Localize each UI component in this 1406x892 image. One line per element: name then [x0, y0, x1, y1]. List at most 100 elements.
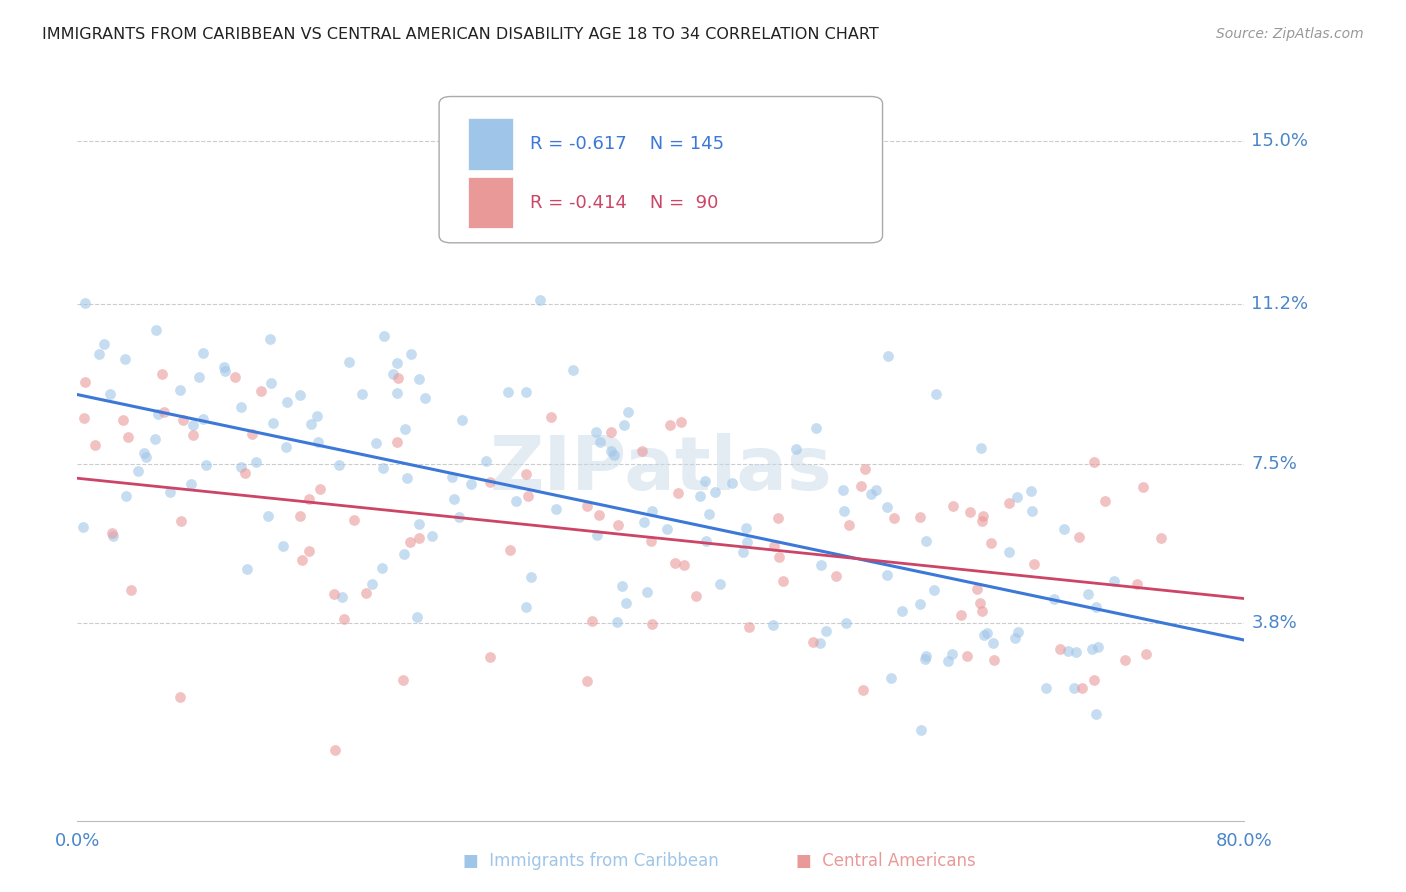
- Text: 15.0%: 15.0%: [1251, 132, 1309, 150]
- Point: [612, 418, 634, 433]
- Point: [111, 413, 134, 427]
- Point: [1053, 522, 1076, 536]
- Point: [420, 529, 443, 543]
- Point: [1077, 586, 1099, 600]
- Point: [291, 553, 314, 567]
- Point: [172, 412, 194, 426]
- Point: [235, 561, 257, 575]
- Point: [392, 673, 415, 687]
- Point: [546, 502, 568, 516]
- Point: [607, 518, 630, 533]
- Point: [1004, 631, 1026, 645]
- Point: [271, 539, 294, 553]
- Point: [100, 525, 122, 540]
- Text: 7.5%: 7.5%: [1251, 455, 1298, 473]
- Point: [460, 477, 482, 491]
- Text: ■  Central Americans: ■ Central Americans: [796, 852, 976, 870]
- Point: [973, 628, 995, 642]
- Point: [838, 517, 860, 532]
- Point: [1083, 673, 1105, 687]
- Point: [664, 556, 686, 570]
- Point: [245, 455, 267, 469]
- Point: [328, 458, 350, 472]
- Point: [588, 508, 610, 522]
- Point: [734, 521, 756, 535]
- Point: [1042, 591, 1064, 606]
- Point: [370, 561, 392, 575]
- Point: [298, 491, 321, 506]
- Point: [262, 416, 284, 430]
- Point: [672, 558, 695, 572]
- Text: 3.8%: 3.8%: [1251, 614, 1298, 632]
- Text: 11.2%: 11.2%: [1251, 295, 1309, 313]
- Point: [966, 582, 988, 596]
- Point: [98, 387, 121, 401]
- Point: [772, 574, 794, 588]
- Point: [1083, 455, 1105, 469]
- Point: [915, 533, 938, 548]
- Point: [859, 487, 882, 501]
- Point: [766, 511, 789, 525]
- Point: [942, 499, 965, 513]
- Point: [194, 458, 217, 472]
- Point: [72, 520, 94, 534]
- Point: [515, 384, 537, 399]
- Point: [941, 648, 963, 662]
- Text: Source: ZipAtlas.com: Source: ZipAtlas.com: [1216, 27, 1364, 41]
- Point: [233, 466, 256, 480]
- Point: [606, 615, 628, 629]
- Point: [914, 651, 936, 665]
- Point: [170, 514, 193, 528]
- Point: [274, 440, 297, 454]
- Point: [83, 438, 105, 452]
- Point: [956, 648, 979, 663]
- Point: [135, 450, 157, 465]
- Point: [181, 418, 204, 433]
- Point: [855, 462, 877, 476]
- Point: [1067, 530, 1090, 544]
- Point: [970, 514, 993, 528]
- Point: [981, 636, 1004, 650]
- Point: [231, 459, 253, 474]
- Point: [373, 461, 395, 475]
- Point: [704, 485, 727, 500]
- Point: [1132, 480, 1154, 494]
- Point: [1135, 648, 1157, 662]
- Point: [148, 407, 170, 421]
- Point: [540, 410, 562, 425]
- Point: [114, 352, 136, 367]
- Point: [401, 346, 423, 360]
- Point: [516, 489, 538, 503]
- Point: [181, 427, 204, 442]
- Point: [290, 388, 312, 402]
- Point: [671, 415, 693, 429]
- Point: [695, 533, 717, 548]
- Point: [479, 650, 502, 665]
- Point: [169, 383, 191, 397]
- Point: [150, 367, 173, 381]
- Point: [970, 441, 993, 455]
- Point: [169, 690, 191, 704]
- Point: [950, 607, 973, 622]
- Point: [290, 508, 312, 523]
- Point: [588, 435, 610, 450]
- Point: [387, 385, 409, 400]
- Point: [73, 295, 96, 310]
- Bar: [468, 177, 513, 228]
- Point: [443, 492, 465, 507]
- Point: [299, 417, 322, 431]
- Point: [1024, 557, 1046, 571]
- Point: [257, 509, 280, 524]
- Point: [1019, 483, 1042, 498]
- Point: [908, 510, 931, 524]
- Point: [1085, 707, 1108, 722]
- Point: [361, 576, 384, 591]
- Point: [1080, 642, 1102, 657]
- Point: [603, 448, 626, 462]
- Point: [562, 363, 585, 377]
- Point: [515, 467, 537, 481]
- Point: [876, 500, 898, 515]
- Point: [103, 529, 125, 543]
- Point: [666, 486, 689, 500]
- Point: [576, 499, 599, 513]
